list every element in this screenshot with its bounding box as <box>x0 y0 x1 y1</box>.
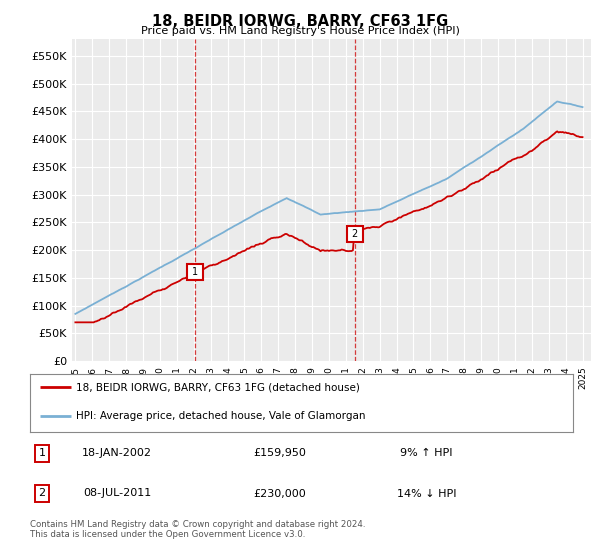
Text: 08-JUL-2011: 08-JUL-2011 <box>83 488 151 498</box>
Text: 2: 2 <box>352 228 358 239</box>
Text: 2: 2 <box>38 488 46 498</box>
Text: HPI: Average price, detached house, Vale of Glamorgan: HPI: Average price, detached house, Vale… <box>76 412 365 422</box>
Text: Contains HM Land Registry data © Crown copyright and database right 2024.
This d: Contains HM Land Registry data © Crown c… <box>30 520 365 539</box>
Text: £230,000: £230,000 <box>253 488 306 498</box>
Text: 1: 1 <box>191 268 197 277</box>
Text: 9% ↑ HPI: 9% ↑ HPI <box>400 449 452 459</box>
Text: 18-JAN-2002: 18-JAN-2002 <box>82 449 152 459</box>
Text: Price paid vs. HM Land Registry's House Price Index (HPI): Price paid vs. HM Land Registry's House … <box>140 26 460 36</box>
Text: 14% ↓ HPI: 14% ↓ HPI <box>397 488 456 498</box>
Text: 18, BEIDR IORWG, BARRY, CF63 1FG (detached house): 18, BEIDR IORWG, BARRY, CF63 1FG (detach… <box>76 382 360 392</box>
Text: £159,950: £159,950 <box>253 449 306 459</box>
Text: 1: 1 <box>38 449 46 459</box>
Text: 18, BEIDR IORWG, BARRY, CF63 1FG: 18, BEIDR IORWG, BARRY, CF63 1FG <box>152 14 448 29</box>
